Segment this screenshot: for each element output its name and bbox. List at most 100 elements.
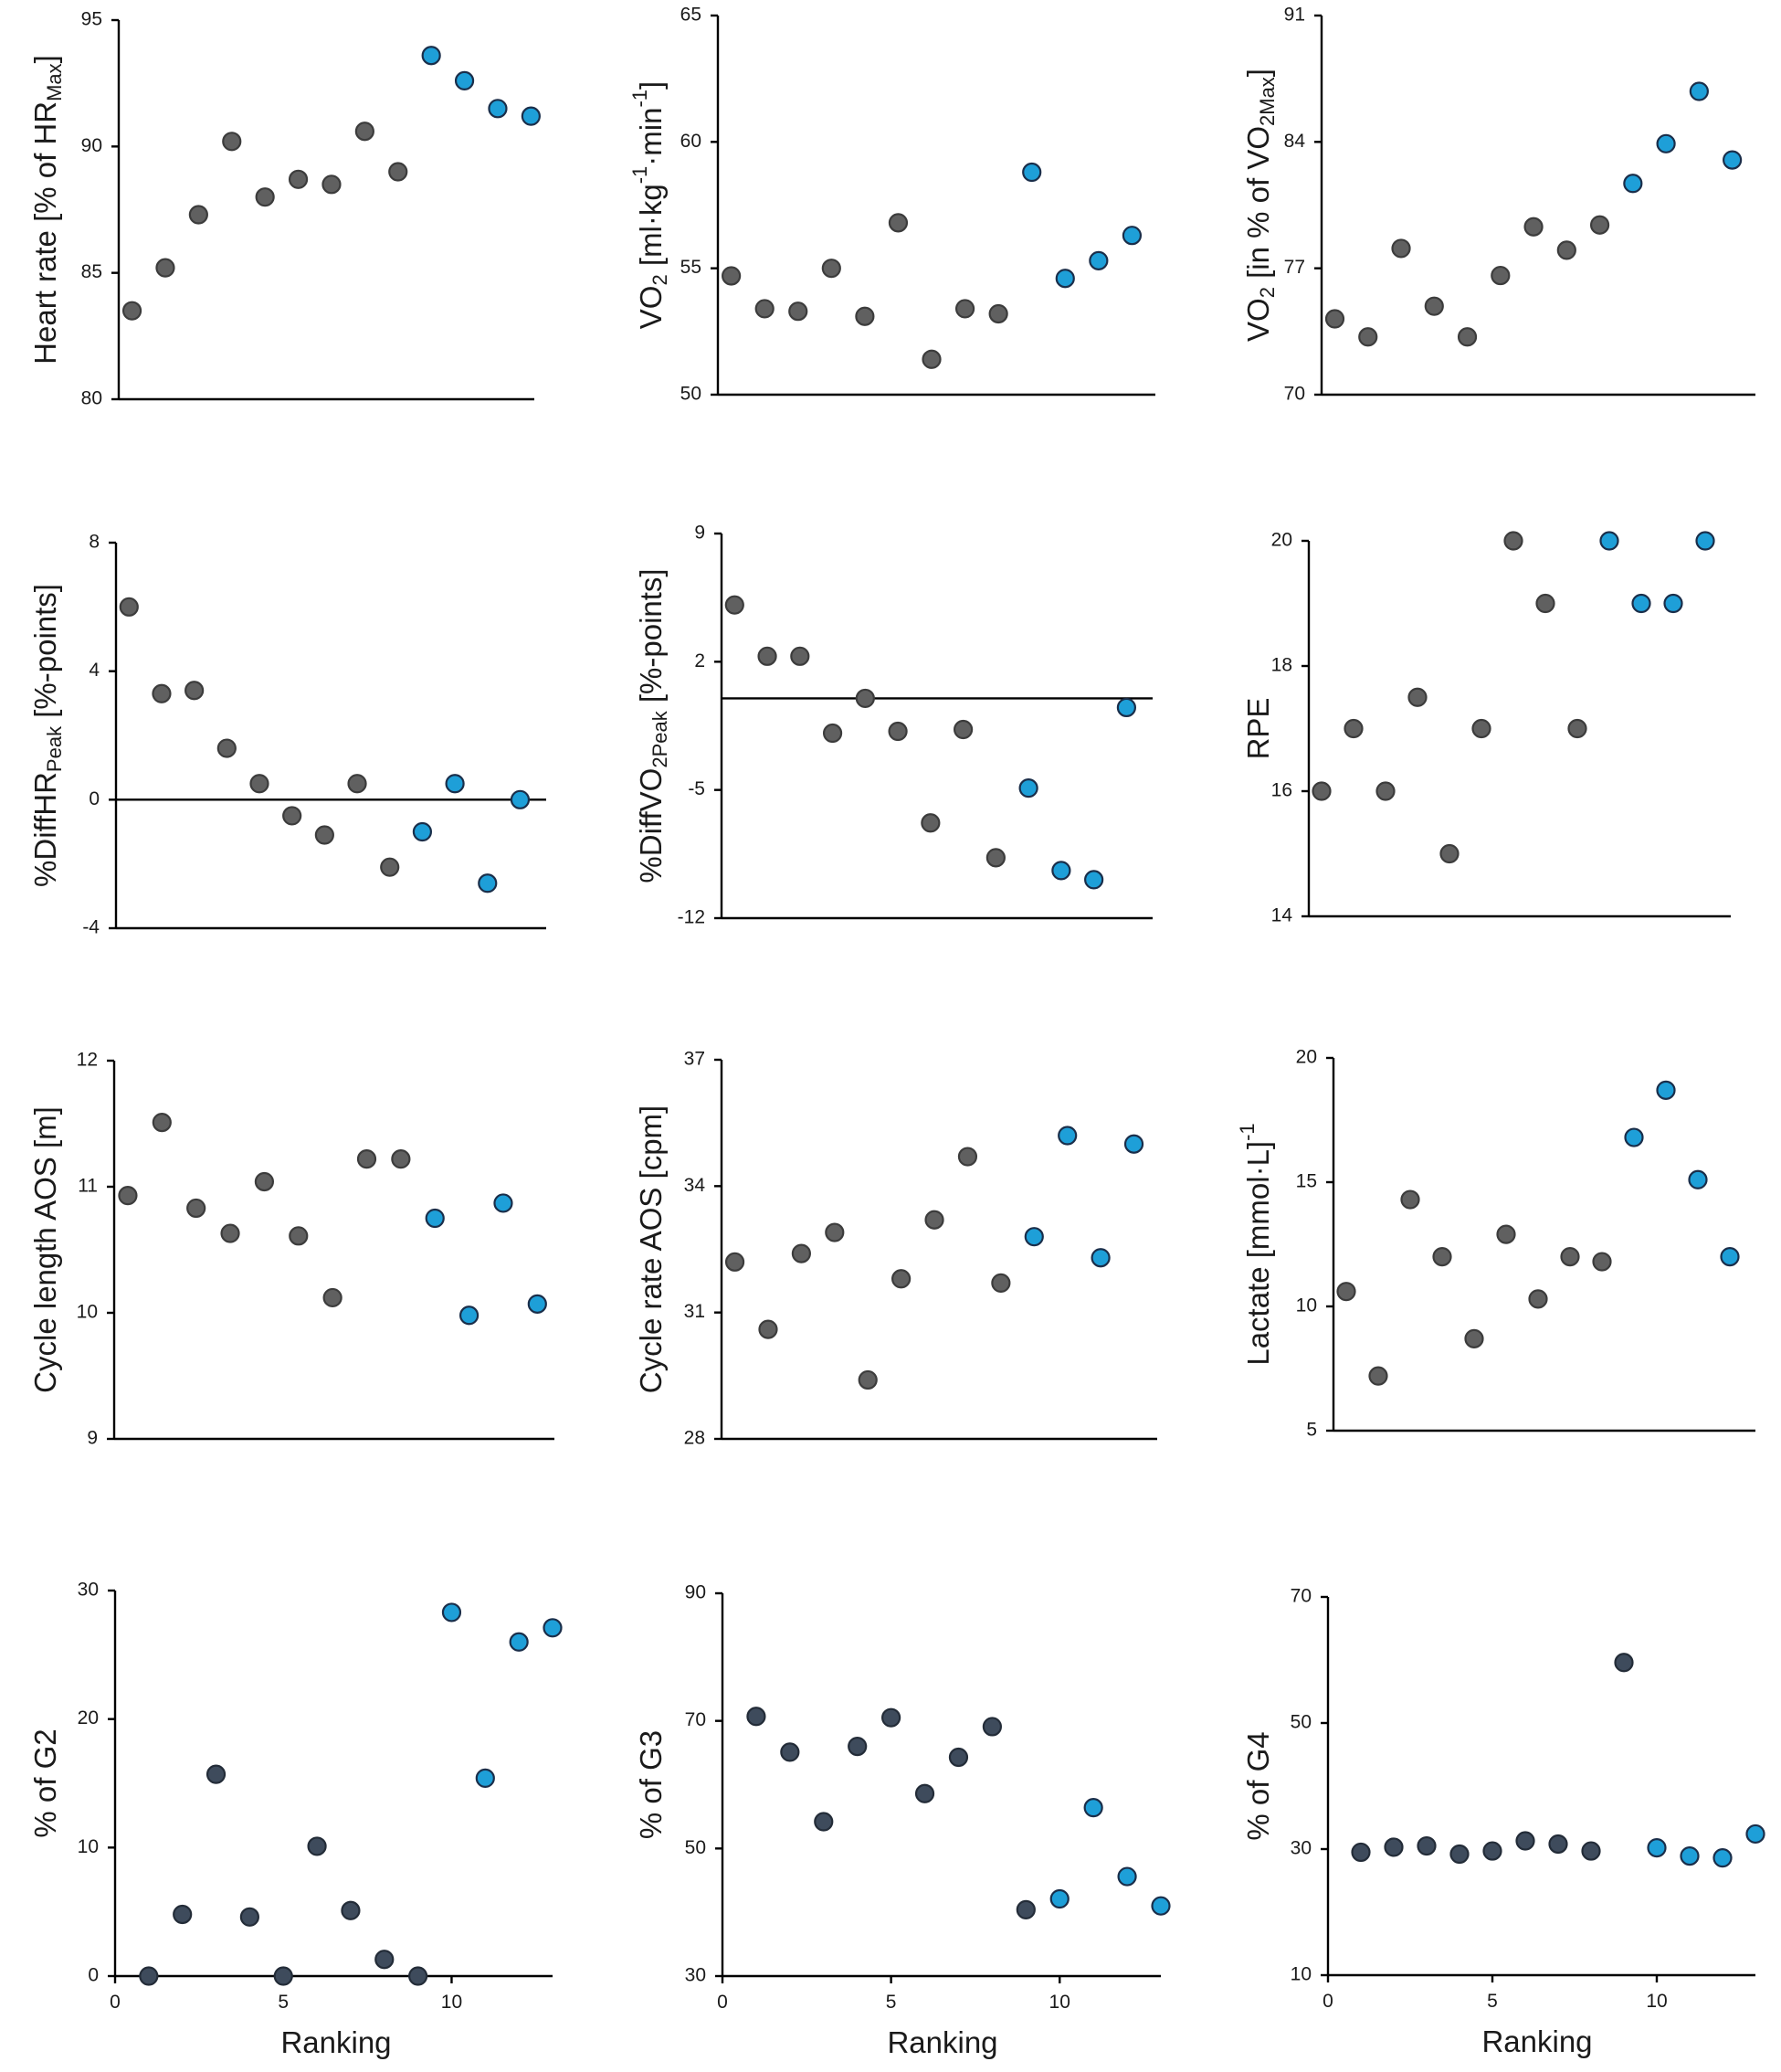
- data-point-navy: [1351, 1842, 1371, 1863]
- y-axis-title: Lactate [mmol·L]-1: [1236, 1123, 1275, 1365]
- data-point-gray: [1407, 687, 1428, 707]
- y-axis-title: VO2 [ml·kg-1·min-1]: [628, 81, 671, 329]
- data-point-blue: [445, 774, 465, 794]
- data-point-blue: [1745, 1824, 1765, 1845]
- data-point-gray: [1375, 781, 1396, 801]
- x-tick-label: 10: [1049, 1992, 1070, 2013]
- data-point-gray: [1400, 1189, 1420, 1210]
- data-point-blue: [1624, 1127, 1644, 1147]
- data-point-navy: [173, 1904, 193, 1925]
- y-tick-label: 91: [1284, 5, 1305, 26]
- data-point-navy: [374, 1950, 395, 1970]
- y-axis-title-part: % of G2: [28, 1728, 62, 1837]
- panel-diff-hr-peak: -4 0 4 8 %DiffHRPeak [%-points]: [28, 532, 546, 938]
- y-axis-title: %DiffVO2Peak [%-points]: [634, 568, 671, 883]
- data-point-gray: [991, 1273, 1011, 1293]
- data-point-gray: [282, 806, 302, 826]
- data-point-gray: [888, 213, 909, 233]
- data-point-blue: [1089, 250, 1109, 270]
- data-point-gray: [388, 162, 408, 182]
- data-point-gray: [754, 299, 775, 319]
- x-tick-label: 10: [441, 1992, 462, 2013]
- y-axis-title-part: ·min: [634, 108, 668, 166]
- data-point-gray: [356, 1149, 377, 1169]
- data-point-gray: [255, 187, 275, 207]
- data-point-gray: [855, 688, 875, 709]
- data-point-gray: [1432, 1246, 1452, 1267]
- data-point-gray: [1560, 1246, 1580, 1267]
- data-point-gray: [924, 1210, 944, 1230]
- data-point-gray: [1391, 238, 1411, 259]
- data-point-blue: [488, 99, 508, 119]
- panel-diff-vo2-peak: -12 -5 2 9 %DiffVO2Peak [%-points]: [634, 523, 1153, 928]
- y-axis-title: VO2 [in % of VO2Max]: [1241, 69, 1279, 342]
- data-point-gray: [954, 719, 974, 740]
- data-point-blue: [1051, 861, 1071, 881]
- data-point-gray: [119, 597, 139, 617]
- y-tick-label: 70: [1291, 1586, 1312, 1607]
- y-axis-title-part: Cycle rate AOS [cpm]: [634, 1105, 668, 1393]
- data-point-blue: [543, 1618, 563, 1638]
- data-point-navy: [307, 1836, 327, 1856]
- data-point-blue: [1723, 150, 1743, 170]
- y-axis-title: % of G2: [28, 1728, 62, 1837]
- y-tick-label: 8: [89, 532, 100, 553]
- x-tick-label: 0: [717, 1992, 728, 2013]
- data-point-navy: [1016, 1899, 1036, 1919]
- y-tick-label: 0: [89, 788, 100, 809]
- y-axis-title: Cycle rate AOS [cpm]: [634, 1105, 668, 1393]
- y-axis-title-part: Heart rate [% of HR: [28, 101, 62, 365]
- data-point-blue: [421, 46, 441, 66]
- data-point-gray: [184, 681, 205, 701]
- data-point-gray: [347, 774, 367, 794]
- y-tick-label: 65: [680, 5, 701, 26]
- data-point-gray: [1503, 531, 1523, 551]
- data-point-navy: [273, 1966, 293, 1986]
- data-point-gray: [855, 306, 875, 326]
- data-point-gray: [757, 646, 777, 666]
- y-axis-title-part: % of G3: [634, 1730, 668, 1839]
- x-axis-title: Ranking: [280, 2025, 391, 2059]
- data-point-blue: [1122, 226, 1143, 246]
- y-axis-title-part: [%-points]: [634, 568, 668, 711]
- y-axis-title-part: 2Peak: [648, 710, 671, 767]
- data-point-blue: [509, 1632, 529, 1652]
- data-point-blue: [425, 1208, 445, 1229]
- data-point-gray: [1523, 217, 1544, 237]
- x-tick-label: 5: [1487, 1991, 1498, 2012]
- panel-g4: 10 30 50 70 0 5 10 Ranking % of G4: [1241, 1586, 1765, 2058]
- y-axis-title-part: ]: [1241, 69, 1275, 77]
- data-point-gray: [254, 1171, 275, 1192]
- data-point-blue: [1689, 81, 1709, 101]
- data-point-blue: [1055, 269, 1075, 289]
- data-point-gray: [1464, 1328, 1484, 1348]
- y-tick-label: -5: [688, 778, 705, 799]
- y-tick-label: 50: [1291, 1712, 1312, 1733]
- y-axis-title-part: -1: [628, 166, 651, 185]
- y-tick-label: 12: [77, 1050, 98, 1071]
- data-point-gray: [220, 1223, 240, 1243]
- data-point-navy: [1384, 1837, 1404, 1857]
- data-point-gray: [152, 1113, 172, 1133]
- data-point-blue: [527, 1294, 547, 1314]
- x-axis-title: Ranking: [1481, 2024, 1592, 2058]
- data-point-blue: [493, 1193, 513, 1213]
- data-point-gray: [1312, 781, 1332, 801]
- y-tick-label: 16: [1271, 780, 1292, 801]
- data-point-gray: [788, 301, 808, 322]
- data-point-gray: [1567, 718, 1587, 739]
- data-point-gray: [1556, 240, 1576, 260]
- data-point-navy: [982, 1717, 1002, 1737]
- data-point-blue: [441, 1602, 462, 1623]
- y-tick-label: 31: [684, 1301, 705, 1322]
- data-point-blue: [1022, 162, 1042, 183]
- y-axis-title-part: 2: [648, 274, 671, 285]
- data-point-gray: [391, 1149, 411, 1169]
- data-point-gray: [188, 205, 208, 225]
- data-point-blue: [1084, 870, 1104, 890]
- data-point-navy: [848, 1736, 868, 1757]
- y-axis-title-part: Max: [43, 63, 66, 101]
- data-point-gray: [186, 1198, 206, 1219]
